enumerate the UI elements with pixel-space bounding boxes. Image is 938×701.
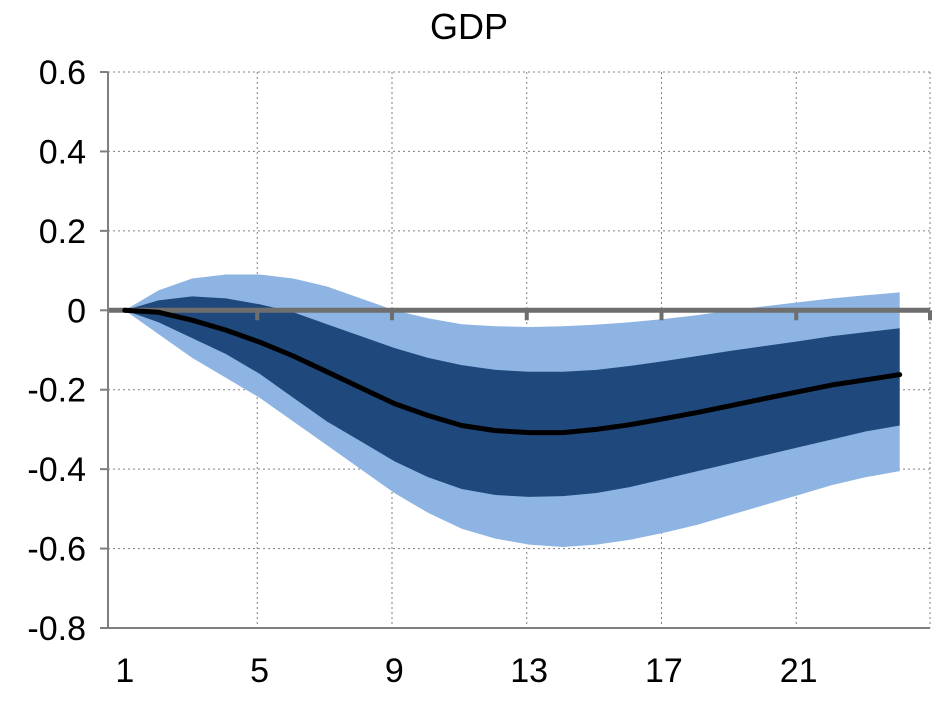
inner-confidence-band [124, 296, 900, 497]
x-tick-label: 1 [115, 652, 134, 690]
y-tick-label: -0.6 [27, 531, 86, 569]
y-tick-label: 0 [67, 292, 86, 330]
y-tick-label: 0.4 [39, 133, 86, 171]
y-tick-label: -0.2 [27, 372, 86, 410]
y-tick-label: -0.8 [27, 610, 86, 648]
x-tick-label: 17 [645, 652, 683, 690]
x-tick-label: 9 [385, 652, 404, 690]
x-tick-label: 13 [510, 652, 548, 690]
y-tick-label: 0.6 [39, 54, 86, 92]
x-tick-label: 5 [250, 652, 269, 690]
median-line [122, 307, 903, 436]
y-tick-label: -0.4 [27, 451, 86, 489]
y-tick-label: 0.2 [39, 213, 86, 251]
x-tick-label: 21 [780, 652, 818, 690]
chart-title: GDP [429, 6, 508, 47]
